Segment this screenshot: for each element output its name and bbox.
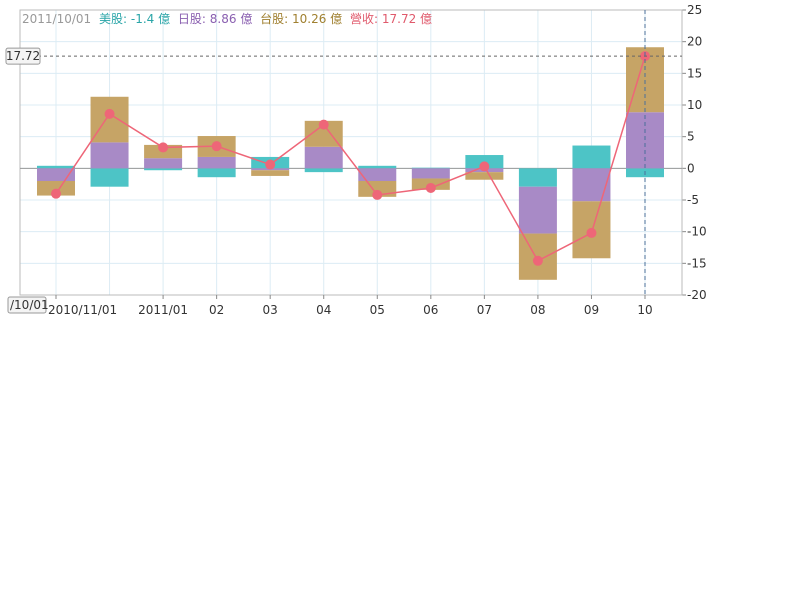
x-tick-label: 06 <box>423 303 438 317</box>
bar-tw[interactable] <box>251 170 290 176</box>
bar-jp[interactable] <box>572 168 611 202</box>
bar-tw[interactable] <box>358 181 397 197</box>
bar-jp[interactable] <box>304 146 343 169</box>
y-tick-label: -15 <box>687 256 707 270</box>
legend-jp: 日股: 8.86 億 <box>177 12 253 26</box>
point-revenue[interactable] <box>158 142 169 153</box>
y-tick-label: -10 <box>687 225 707 239</box>
line-revenue <box>55 55 646 262</box>
bar-us[interactable] <box>518 168 557 187</box>
x-tick-label: 02 <box>209 303 224 317</box>
bar-us[interactable] <box>197 168 236 178</box>
bar-tw[interactable] <box>465 172 504 180</box>
y-tick-label: 10 <box>687 98 702 112</box>
x-tick-label: 05 <box>370 303 385 317</box>
bar-jp[interactable] <box>358 168 397 181</box>
crosshair-y-label-box <box>5 47 41 65</box>
x-tick-label: 03 <box>263 303 278 317</box>
x-tick-label: 07 <box>477 303 492 317</box>
point-revenue[interactable] <box>372 189 383 200</box>
point-revenue[interactable] <box>51 188 61 199</box>
bar-us[interactable] <box>37 165 75 169</box>
point-revenue[interactable] <box>425 182 436 193</box>
point-revenue[interactable] <box>211 141 222 152</box>
x-tick-label: 2011/01 <box>138 303 188 317</box>
chart-legend: 2011/10/01 美股: -1.4 億 日股: 8.86 億 台股: 10.… <box>22 10 436 27</box>
bar-jp[interactable] <box>411 168 450 179</box>
bar-us[interactable] <box>304 168 343 173</box>
bar-jp[interactable] <box>197 156 236 169</box>
bar-us[interactable] <box>411 167 450 169</box>
y-tick-label: -5 <box>687 193 699 207</box>
legend-revenue: 營收: 17.72 億 <box>350 12 433 26</box>
legend-date: 2011/10/01 <box>22 12 92 26</box>
bar-tw[interactable] <box>37 181 75 196</box>
y-tick-label: 25 <box>687 3 702 17</box>
x-tick-label: 2010/11/01 <box>48 303 117 317</box>
point-revenue[interactable] <box>532 255 543 266</box>
x-tick-label: 04 <box>316 303 331 317</box>
x-tick-label: 09 <box>584 303 599 317</box>
point-revenue[interactable] <box>318 119 329 130</box>
y-tick-label: 5 <box>687 130 695 144</box>
bar-jp[interactable] <box>144 158 183 169</box>
point-revenue[interactable] <box>586 227 597 238</box>
point-revenue[interactable] <box>104 108 115 119</box>
y-tick-label: 15 <box>687 66 702 80</box>
plot-frame <box>19 9 683 296</box>
bar-us[interactable] <box>358 165 397 169</box>
x-tick-label: 10 <box>637 303 652 317</box>
crosshair-x-label: /10/01 <box>10 298 49 312</box>
crosshair-x-label-box <box>7 296 47 314</box>
bar-us[interactable] <box>90 168 129 187</box>
bar-jp[interactable] <box>518 186 557 234</box>
point-revenue[interactable] <box>265 159 276 170</box>
bar-jp[interactable] <box>37 168 75 181</box>
bar-us[interactable] <box>572 145 611 169</box>
bar-tw[interactable] <box>90 96 129 143</box>
y-tick-label: 20 <box>687 35 702 49</box>
crosshair-y-label: 17.72 <box>6 49 40 63</box>
point-revenue[interactable] <box>479 161 490 172</box>
bar-us[interactable] <box>144 168 183 171</box>
y-tick-label: -20 <box>687 288 707 302</box>
y-tick-label: 0 <box>687 161 695 175</box>
x-tick-label: 08 <box>530 303 545 317</box>
legend-tw: 台股: 10.26 億 <box>260 12 343 26</box>
legend-us: 美股: -1.4 億 <box>99 12 171 26</box>
bar-jp[interactable] <box>90 142 129 169</box>
